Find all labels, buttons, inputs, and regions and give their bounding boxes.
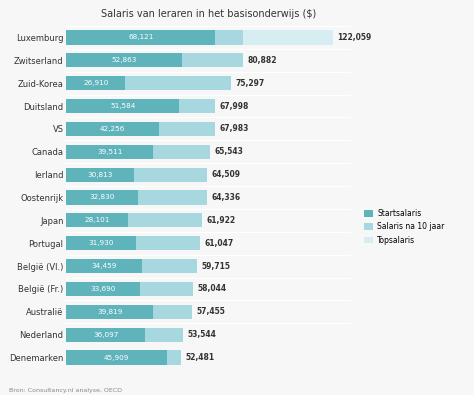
Text: 65,543: 65,543 (214, 147, 243, 156)
Text: 67,983: 67,983 (219, 124, 249, 134)
Text: 68,121: 68,121 (128, 34, 154, 40)
Text: 122,059: 122,059 (337, 33, 372, 42)
Text: 80,882: 80,882 (247, 56, 277, 65)
Bar (142, 259, 197, 273)
Bar (66, 53, 182, 68)
Bar (182, 53, 243, 68)
Bar (66, 213, 128, 228)
Text: 32,830: 32,830 (90, 194, 115, 201)
Text: 61,047: 61,047 (204, 239, 233, 248)
Bar (146, 327, 183, 342)
Text: 64,336: 64,336 (211, 193, 240, 202)
Bar (66, 259, 142, 273)
Text: Bron: Consultancy.nl analyse, OECD: Bron: Consultancy.nl analyse, OECD (9, 388, 122, 393)
Text: 31,930: 31,930 (89, 240, 114, 246)
Bar (215, 30, 243, 45)
Title: Salaris van leraren in het basisonderwijs ($): Salaris van leraren in het basisonderwij… (101, 9, 316, 19)
Bar (136, 236, 200, 250)
Text: 59,715: 59,715 (201, 261, 230, 271)
Text: 51,584: 51,584 (110, 103, 136, 109)
Bar (66, 122, 159, 136)
Text: 57,455: 57,455 (196, 307, 225, 316)
Text: 39,511: 39,511 (97, 149, 122, 155)
Bar (179, 99, 215, 113)
Bar (128, 213, 202, 228)
Text: 30,813: 30,813 (87, 172, 113, 178)
Bar (66, 282, 140, 296)
Text: 33,690: 33,690 (91, 286, 116, 292)
Bar (159, 122, 215, 136)
Text: 26,910: 26,910 (83, 80, 109, 86)
Bar (243, 30, 333, 45)
Bar (66, 350, 167, 365)
Text: 61,922: 61,922 (206, 216, 235, 225)
Bar (125, 76, 231, 90)
Bar (138, 190, 207, 205)
Text: 36,097: 36,097 (93, 332, 118, 338)
Bar (66, 305, 154, 319)
Text: 34,459: 34,459 (91, 263, 117, 269)
Text: 53,544: 53,544 (188, 330, 217, 339)
Bar (66, 99, 179, 113)
Text: 42,256: 42,256 (100, 126, 125, 132)
Bar (66, 236, 136, 250)
Text: 52,481: 52,481 (185, 353, 215, 362)
Bar (66, 190, 138, 205)
Bar (167, 350, 181, 365)
Text: 52,863: 52,863 (111, 57, 137, 63)
Text: 28,101: 28,101 (84, 217, 110, 223)
Text: 58,044: 58,044 (198, 284, 227, 293)
Legend: Startsalaris, Salaris na 10 jaar, Topsalaris: Startsalaris, Salaris na 10 jaar, Topsal… (364, 209, 445, 245)
Text: 45,909: 45,909 (104, 355, 129, 361)
Bar (66, 327, 146, 342)
Bar (140, 282, 193, 296)
Bar (66, 145, 153, 159)
Text: 39,819: 39,819 (97, 309, 123, 315)
Text: 75,297: 75,297 (236, 79, 264, 88)
Bar (134, 167, 208, 182)
Bar (154, 305, 192, 319)
Bar (66, 167, 134, 182)
Text: 64,509: 64,509 (212, 170, 241, 179)
Bar (66, 30, 215, 45)
Bar (66, 76, 125, 90)
Bar (153, 145, 210, 159)
Text: 67,998: 67,998 (219, 102, 249, 111)
